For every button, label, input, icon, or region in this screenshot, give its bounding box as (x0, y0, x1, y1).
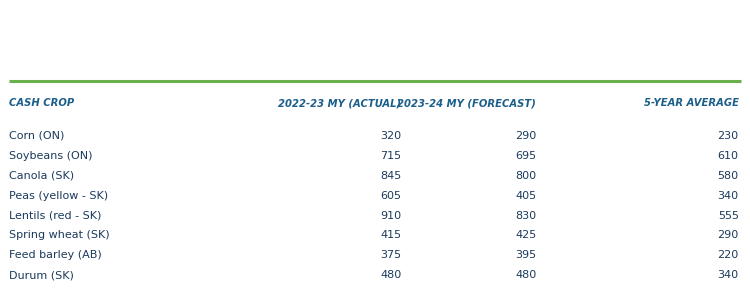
Text: 220: 220 (718, 250, 739, 260)
Text: 830: 830 (515, 210, 536, 221)
Text: Feed barley (AB): Feed barley (AB) (9, 250, 102, 260)
Text: 555: 555 (718, 210, 739, 221)
Text: Canola (SK): Canola (SK) (9, 171, 74, 181)
Text: 375: 375 (380, 250, 401, 260)
Text: 425: 425 (515, 231, 536, 240)
Text: 415: 415 (380, 231, 401, 240)
Text: 320: 320 (380, 131, 401, 141)
Text: 290: 290 (515, 131, 536, 141)
Text: 695: 695 (515, 151, 536, 161)
Text: 845: 845 (380, 171, 401, 181)
Text: Durum (SK): Durum (SK) (9, 270, 74, 280)
Text: 2022-23 MY (ACTUAL): 2022-23 MY (ACTUAL) (278, 98, 401, 108)
Text: 715: 715 (380, 151, 401, 161)
Text: 290: 290 (718, 231, 739, 240)
Text: Lentils (red - SK): Lentils (red - SK) (9, 210, 101, 221)
Text: Spring wheat (SK): Spring wheat (SK) (9, 231, 109, 240)
Text: 2023-24 MY (FORECAST): 2023-24 MY (FORECAST) (398, 98, 536, 108)
Text: 480: 480 (515, 270, 536, 280)
Text: Peas (yellow - SK): Peas (yellow - SK) (9, 191, 108, 201)
Text: Soybeans (ON): Soybeans (ON) (9, 151, 92, 161)
Text: Corn (ON): Corn (ON) (9, 131, 64, 141)
Text: 395: 395 (515, 250, 536, 260)
Text: 230: 230 (718, 131, 739, 141)
Text: 910: 910 (380, 210, 401, 221)
Text: 480: 480 (380, 270, 401, 280)
Text: 405: 405 (515, 191, 536, 201)
Text: 340: 340 (718, 270, 739, 280)
Text: 340: 340 (718, 191, 739, 201)
Text: 605: 605 (380, 191, 401, 201)
Text: 610: 610 (718, 151, 739, 161)
Text: CASH CROP: CASH CROP (9, 98, 74, 108)
Text: 5-YEAR AVERAGE: 5-YEAR AVERAGE (644, 98, 739, 108)
Text: 580: 580 (718, 171, 739, 181)
Text: 800: 800 (515, 171, 536, 181)
